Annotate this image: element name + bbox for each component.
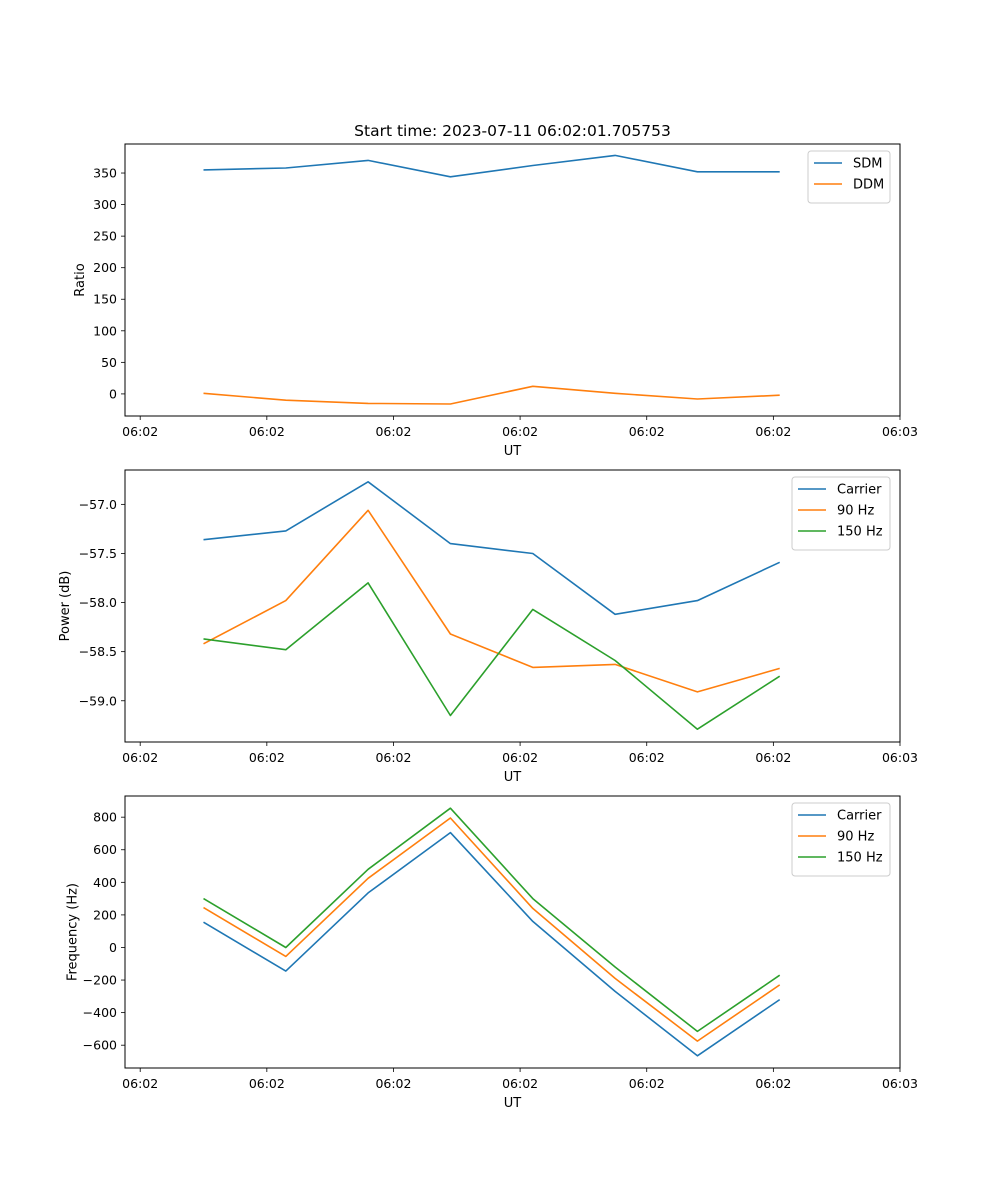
- x-tick-label: 06:02: [629, 1076, 665, 1091]
- y-axis-label: Frequency (Hz): [66, 883, 81, 981]
- y-tick-label: −57.5: [79, 546, 117, 561]
- x-tick-label: 06:02: [249, 750, 285, 765]
- y-tick-label: −58.0: [79, 595, 117, 610]
- x-tick-label: 06:03: [882, 424, 918, 439]
- y-tick-label: 300: [93, 197, 117, 212]
- y-axis-label: Ratio: [73, 263, 88, 296]
- y-tick-label: 0: [109, 386, 117, 401]
- legend-label: DDM: [853, 178, 884, 193]
- series-line-sdm: [203, 154, 780, 178]
- y-axis-label: Power (dB): [58, 571, 73, 642]
- x-tick-label: 06:02: [249, 424, 285, 439]
- x-tick-label: 06:02: [249, 1076, 285, 1091]
- legend-label: 90 Hz: [837, 830, 874, 845]
- y-tick-label: −59.0: [79, 693, 117, 708]
- y-tick-label: −58.5: [79, 644, 117, 659]
- y-tick-label: 800: [93, 810, 117, 825]
- legend-label: 90 Hz: [837, 504, 874, 519]
- y-tick-label: −57.0: [79, 497, 117, 512]
- x-tick-label: 06:02: [755, 750, 791, 765]
- legend: SDM DDM: [807, 150, 891, 204]
- legend-frame: [807, 150, 891, 204]
- legend: Carrier 90 Hz 150 Hz: [791, 802, 891, 877]
- subplot-3: 06:02 06:02 06:02 06:02 06:02 06:02 06:03 −600 −…: [66, 795, 918, 1111]
- plot-area: [124, 795, 901, 1069]
- x-tick-label: 06:02: [629, 424, 665, 439]
- y-tick-label: 200: [93, 260, 117, 275]
- x-tick-label: 06:02: [502, 750, 538, 765]
- x-tick-label: 06:03: [882, 1076, 918, 1091]
- x-tick-label: 06:03: [882, 750, 918, 765]
- y-tick-label: −400: [83, 1005, 117, 1020]
- series-line-carrier: [203, 480, 781, 616]
- legend-label: 150 Hz: [837, 851, 883, 866]
- y-tick-label: −200: [83, 973, 117, 988]
- y-tick-label: 50: [101, 355, 117, 370]
- x-axis-label: UT: [504, 770, 522, 785]
- x-tick-label: 06:02: [502, 1076, 538, 1091]
- x-tick-label: 06:02: [629, 750, 665, 765]
- chart-title: Start time: 2023-07-11 06:02:01.705753: [354, 122, 671, 140]
- y-tick-label: 100: [93, 323, 117, 338]
- y-tick-label: −600: [83, 1038, 117, 1053]
- x-tick-label: 06:02: [375, 424, 411, 439]
- series-line-150-hz: [203, 582, 781, 731]
- y-tick-label: 350: [93, 166, 117, 181]
- series-line-carrier: [203, 831, 781, 1057]
- legend-label: SDM: [853, 157, 882, 172]
- y-tick-label: 150: [93, 292, 117, 307]
- subplot-1: 06:02 06:02 06:02 06:02 06:02 06:02 06:03 0 50 10…: [73, 143, 918, 459]
- y-tick-label: 200: [93, 907, 117, 922]
- y-tick-label: 600: [93, 842, 117, 857]
- legend-label: 150 Hz: [837, 525, 883, 540]
- y-tick-label: 400: [93, 875, 117, 890]
- legend-label: Carrier: [837, 809, 882, 824]
- x-tick-label: 06:02: [502, 424, 538, 439]
- legend-label: Carrier: [837, 483, 882, 498]
- y-tick-label: 0: [109, 940, 117, 955]
- subplot-2: 06:02 06:02 06:02 06:02 06:02 06:02 06:03 −59.0…: [58, 469, 918, 785]
- legend: Carrier 90 Hz 150 Hz: [791, 476, 891, 551]
- series-line-150-hz: [203, 807, 781, 1033]
- x-tick-label: 06:02: [375, 750, 411, 765]
- x-tick-label: 06:02: [375, 1076, 411, 1091]
- y-tick-label: 250: [93, 229, 117, 244]
- x-axis-label: UT: [504, 444, 522, 459]
- x-axis-label: UT: [504, 1096, 522, 1111]
- x-tick-label: 06:02: [122, 424, 158, 439]
- x-tick-label: 06:02: [122, 750, 158, 765]
- plot-area: [124, 143, 901, 417]
- x-tick-label: 06:02: [122, 1076, 158, 1091]
- series-line-90-hz: [203, 509, 780, 693]
- plot-area: [124, 469, 901, 743]
- series-line-90-hz: [203, 817, 781, 1042]
- x-tick-label: 06:02: [755, 424, 791, 439]
- x-tick-label: 06:02: [755, 1076, 791, 1091]
- series-line-ddm: [203, 385, 780, 405]
